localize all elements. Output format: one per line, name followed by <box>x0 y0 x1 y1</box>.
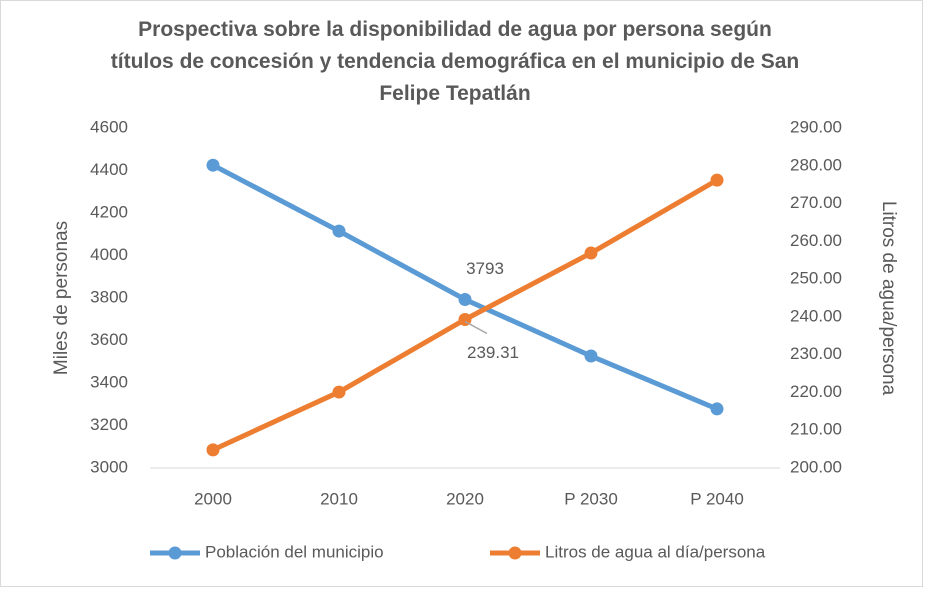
legend-marker <box>168 546 182 560</box>
y-tick-label: 3200 <box>90 415 128 434</box>
y-axis-title: Miles de personas <box>51 221 72 375</box>
y-tick-label: 4200 <box>90 202 128 221</box>
data-label: 3793 <box>466 259 504 278</box>
x-tick-label: 2020 <box>446 489 484 508</box>
series-marker <box>206 443 220 457</box>
y-tick-label: 4400 <box>90 160 128 179</box>
x-tick-label: 2000 <box>194 489 232 508</box>
x-tick-label: 2010 <box>320 489 358 508</box>
y2-tick-label: 290.00 <box>790 117 842 136</box>
y-tick-label: 3400 <box>90 372 128 391</box>
y-tick-label: 3600 <box>90 330 128 349</box>
x-tick-label: P 2040 <box>690 489 744 508</box>
y2-tick-label: 220.00 <box>790 382 842 401</box>
y2-tick-label: 210.00 <box>790 420 842 439</box>
y-tick-label: 3000 <box>90 457 128 476</box>
series-marker <box>458 292 472 306</box>
series-marker <box>584 246 598 260</box>
y2-tick-label: 250.00 <box>790 269 842 288</box>
y2-tick-label: 200.00 <box>790 457 842 476</box>
y2-tick-label: 270.00 <box>790 193 842 212</box>
y2-tick-label: 240.00 <box>790 306 842 325</box>
series-marker <box>710 402 724 416</box>
x-tick-label: P 2030 <box>564 489 618 508</box>
y2-tick-label: 230.00 <box>790 344 842 363</box>
series-marker <box>584 349 598 363</box>
y-tick-label: 4000 <box>90 245 128 264</box>
legend-marker <box>508 546 522 560</box>
y-tick-label: 3800 <box>90 287 128 306</box>
legend-label: Litros de agua al día/persona <box>545 542 766 561</box>
y2-axis-title: Litros de agua/persona <box>878 201 899 396</box>
chart-title: Prospectiva sobre la disponibilidad de a… <box>110 18 800 105</box>
series-marker <box>710 173 724 187</box>
y2-tick-label: 260.00 <box>790 231 842 250</box>
y2-tick-label: 280.00 <box>790 155 842 174</box>
series-marker <box>332 385 346 399</box>
series-marker <box>332 224 346 238</box>
y-tick-label: 4600 <box>90 117 128 136</box>
series-marker <box>206 158 220 172</box>
legend-label: Población del municipio <box>205 542 384 561</box>
data-label: 239.31 <box>467 343 519 362</box>
leader-line <box>464 320 488 335</box>
